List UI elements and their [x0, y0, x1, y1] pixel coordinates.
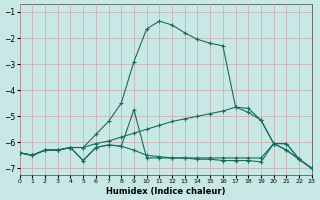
X-axis label: Humidex (Indice chaleur): Humidex (Indice chaleur) [106, 187, 226, 196]
